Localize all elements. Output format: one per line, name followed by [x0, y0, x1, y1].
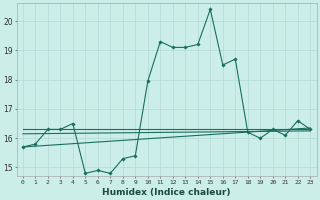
X-axis label: Humidex (Indice chaleur): Humidex (Indice chaleur)	[102, 188, 231, 197]
